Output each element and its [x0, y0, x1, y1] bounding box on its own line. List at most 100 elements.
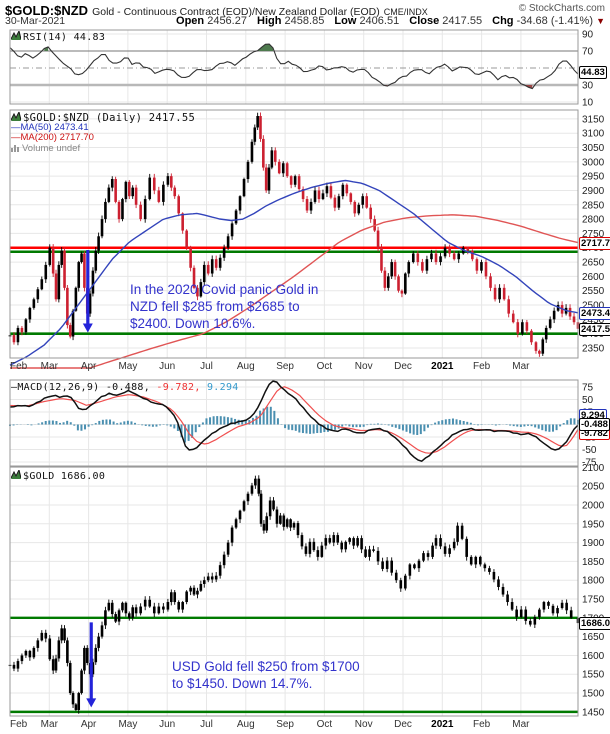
svg-text:90: 90 [582, 29, 594, 40]
svg-text:10: 10 [582, 97, 594, 108]
svg-text:Feb: Feb [473, 361, 491, 372]
nzd-annotation: In the 2020 Covid panic Gold in NZD fell… [130, 281, 318, 332]
svg-text:Nov: Nov [355, 719, 373, 730]
svg-text:1950: 1950 [582, 519, 605, 530]
rsi-value-box: 44.83 [579, 66, 607, 79]
svg-text:Apr: Apr [81, 719, 97, 730]
svg-text:Dec: Dec [394, 719, 412, 730]
svg-text:May: May [118, 361, 137, 372]
gold-squiggle-icon [11, 470, 21, 479]
gold-frame [9, 466, 579, 717]
rsi-line [9, 43, 579, 90]
chart-header: $GOLD:$NZD Gold - Continuous Contract (EO… [5, 2, 605, 18]
ma50-legend-label: MA(50) 2473.41 [20, 121, 89, 133]
covid-drop-arrow [82, 250, 93, 333]
ma200-swatch: — [11, 132, 21, 143]
low-label: Low [334, 15, 357, 27]
svg-text:2600: 2600 [582, 272, 605, 283]
svg-text:Dec: Dec [394, 361, 412, 372]
exchange-label: CME/INDX [383, 7, 428, 17]
rsi-frame [9, 29, 579, 105]
rsi-legend: RSI(14) 44.83 [11, 31, 105, 43]
nzd-annotation-line3: $2400. Down 10.6%. [130, 316, 256, 331]
ma200-value-box: 2717.70 [579, 237, 610, 250]
volume-bars-icon [11, 144, 19, 152]
svg-text:1450: 1450 [582, 707, 605, 718]
macd-value: -0.488, [105, 382, 151, 393]
usd-annotation-line1: USD Gold fell $250 from $1700 [172, 659, 360, 674]
ma50-line [9, 179, 579, 366]
chart-date: 30-Mar-2021 [5, 15, 66, 27]
svg-text:Aug: Aug [237, 719, 255, 730]
svg-text:Mar: Mar [41, 719, 59, 730]
macd-hist-value: 9.294 [206, 382, 239, 393]
macd-signal-value: -9.782, [156, 382, 201, 393]
close-value: 2417.55 [442, 15, 483, 27]
svg-text:2650: 2650 [582, 258, 605, 269]
main-xlabels: Feb Mar Apr May Jun Jul Aug Sep Oct Nov Dec 2021 Feb… [10, 361, 530, 372]
gold-candles [8, 475, 580, 714]
nzd-annotation-line1: In the 2020 Covid panic Gold in [130, 282, 319, 297]
svg-text:1750: 1750 [582, 595, 605, 606]
ma200-legend-label: MA(200) 2717.70 [20, 132, 94, 143]
svg-text:1900: 1900 [582, 538, 605, 549]
open-value: 2456.27 [207, 15, 247, 27]
price-candles [8, 112, 580, 357]
svg-text:Mar: Mar [512, 719, 530, 730]
svg-text:75: 75 [582, 383, 594, 394]
svg-text:Mar: Mar [41, 361, 59, 372]
svg-text:2350: 2350 [582, 343, 605, 354]
svg-text:Oct: Oct [317, 719, 333, 730]
svg-text:3000: 3000 [582, 157, 605, 168]
svg-text:2000: 2000 [582, 500, 605, 511]
svg-text:Nov: Nov [355, 361, 373, 372]
gold-legend-label: $GOLD 1686.00 [23, 471, 106, 482]
usd-annotation-line2: to $1450. Down 14.7%. [172, 676, 313, 691]
main-frame [9, 109, 579, 359]
svg-text:Feb: Feb [10, 719, 28, 730]
svg-text:2500: 2500 [582, 301, 605, 312]
price-squiggle-icon [11, 112, 21, 121]
ma50-swatch: — [11, 121, 21, 133]
gold-xlabels: Feb Mar Apr May Jun Jul Aug Sep Oct Nov Dec 2021 Feb… [10, 719, 530, 730]
svg-text:Sep: Sep [276, 361, 294, 372]
main-grid [10, 110, 578, 358]
usd-annotation: USD Gold fell $250 from $1700 to $1450. … [172, 658, 360, 692]
svg-text:2021: 2021 [431, 719, 454, 730]
svg-text:2750: 2750 [582, 229, 605, 240]
svg-text:Aug: Aug [237, 361, 255, 372]
svg-text:2950: 2950 [582, 172, 605, 183]
gold-value-box: 1686.00 [579, 617, 610, 630]
svg-text:1550: 1550 [582, 670, 605, 681]
svg-text:1600: 1600 [582, 651, 605, 662]
gold-legend: $GOLD 1686.00 [11, 470, 105, 482]
gold-drop-arrow [86, 622, 97, 708]
svg-text:Jun: Jun [159, 361, 175, 372]
svg-text:1650: 1650 [582, 632, 605, 643]
macd-frame [9, 379, 579, 467]
svg-text:2550: 2550 [582, 286, 605, 297]
down-triangle-icon: ▼ [596, 16, 605, 26]
svg-text:-50: -50 [582, 445, 597, 456]
svg-text:2900: 2900 [582, 186, 605, 197]
svg-text:1500: 1500 [582, 689, 605, 700]
svg-text:2800: 2800 [582, 215, 605, 226]
macd-histogram [9, 406, 579, 443]
ma200-line [10, 214, 579, 369]
macd-swatch: — [11, 382, 18, 393]
price-legend-label: $GOLD:$NZD (Daily) 2417.55 [23, 112, 196, 124]
open-label: Open [176, 15, 205, 27]
svg-text:2850: 2850 [582, 200, 605, 211]
macd-legend: —MACD(12,26,9) -0.488, -9.782, 9.294 [11, 382, 239, 393]
stockcharts-copyright-link[interactable]: © StockCharts.com [518, 3, 605, 14]
svg-text:Oct: Oct [317, 361, 333, 372]
indicator-squiggle-icon [11, 31, 21, 40]
svg-text:1850: 1850 [582, 557, 605, 568]
svg-text:2100: 2100 [582, 463, 605, 474]
rsi-yticks: 90 70 30 10 [582, 29, 594, 108]
svg-text:Mar: Mar [512, 361, 530, 372]
svg-text:1800: 1800 [582, 576, 605, 587]
volume-legend-label: Volume undef [22, 142, 81, 154]
